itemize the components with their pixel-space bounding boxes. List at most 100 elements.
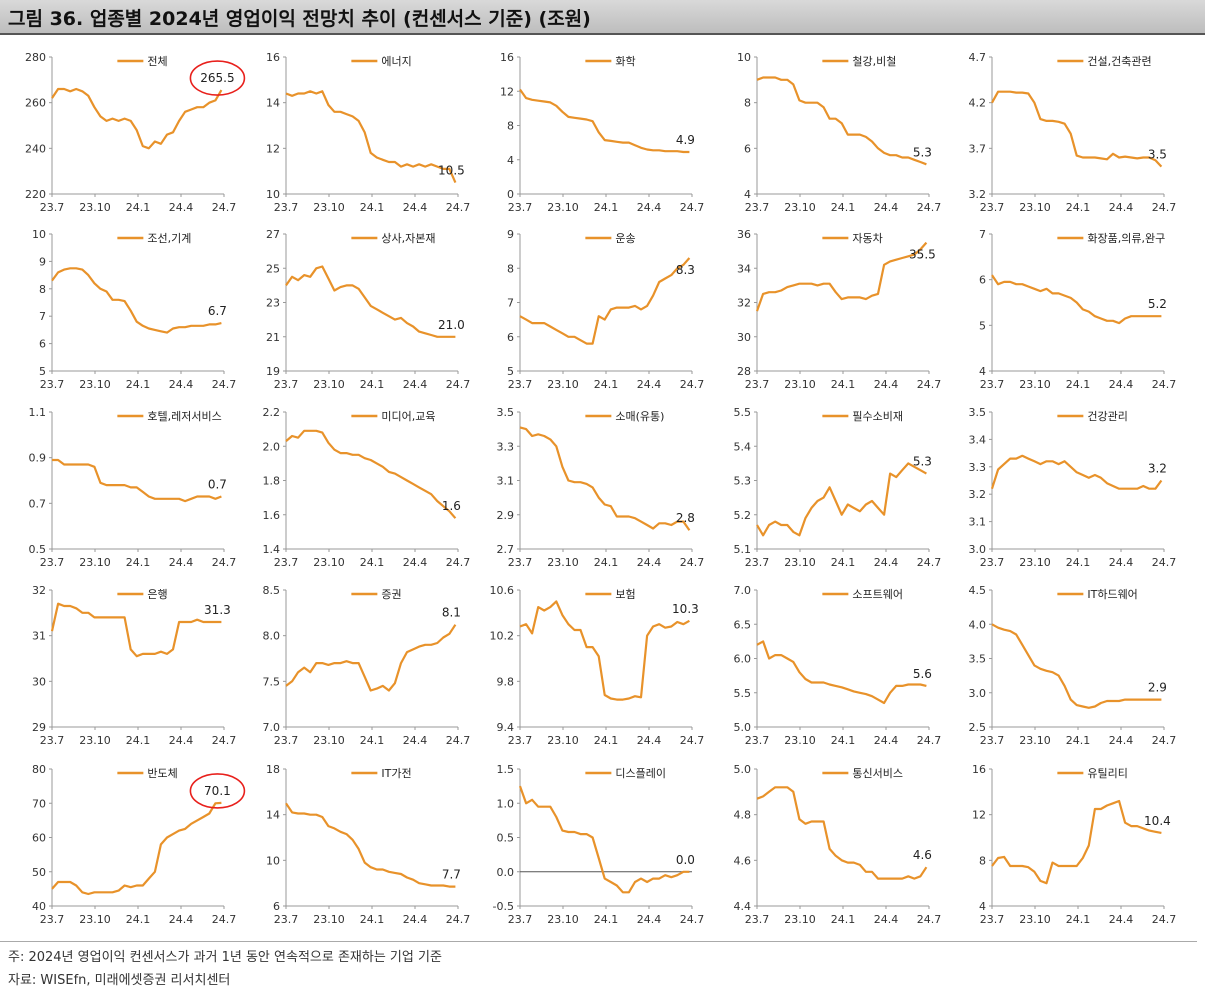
chart-15-y-tick-label: 3.2 [969,488,987,501]
chart-6-y-tick-label: 6 [39,338,46,351]
chart-6-x-tick-label: 24.4 [169,378,194,391]
chart-8-y-tick-label: 7 [507,297,514,310]
chart-15-legend-label: 건강관리 [1087,410,1127,423]
chart-11-y-tick-label: 0.9 [29,452,47,465]
chart-24-last-value-label: 4.6 [913,848,932,862]
chart-9-y-tick-label: 34 [737,262,751,275]
chart-19-y-tick-label: 5.5 [734,687,752,700]
chart-1-x-tick-label: 24.1 [126,201,151,214]
chart-18-series-line [519,600,690,701]
chart-3-last-value-label: 4.9 [676,133,695,147]
chart-16-last-value-label: 31.3 [204,603,231,617]
chart-11-y-tick-label: 1.1 [29,406,47,419]
chart-12-x-tick-label: 24.1 [360,556,385,569]
chart-3-series-line [519,88,690,154]
chart-24-x-tick-label: 23.10 [784,913,816,926]
chart-8-x-tick-label: 23.10 [547,378,579,391]
chart-13-x-tick-label: 24.4 [637,556,662,569]
chart-9-x-tick-label: 23.10 [784,378,816,391]
chart-25-series-line [991,799,1162,885]
chart-15-x-tick-label: 24.1 [1066,556,1091,569]
chart-1-series-line [51,87,223,150]
chart-2-y-tick-label: 12 [266,142,280,155]
chart-16-y-tick-label: 30 [32,675,46,688]
chart-3-y-tick-label: 8 [507,120,514,133]
chart-16-y-tick-label: 29 [32,721,46,734]
chart-13-y-tick-label: 3.3 [497,440,515,453]
chart-17-x-tick-label: 24.7 [446,734,471,747]
chart-2-y-tick-label: 10 [266,188,280,201]
chart-25-y-tick-label: 16 [972,763,986,776]
chart-15-y-tick-label: 3.5 [969,406,987,419]
chart-11-x-tick-label: 24.4 [169,556,194,569]
chart-7-last-value-label: 21.0 [438,318,465,332]
chart-23-last-value-label: 0.0 [676,853,695,867]
chart-20-x-tick-label: 23.7 [980,734,1005,747]
chart-11-x-tick-label: 24.7 [212,556,237,569]
chart-7-y-tick-label: 23 [266,297,280,310]
chart-24-x-tick-label: 24.1 [831,913,856,926]
chart-12-y-tick-label: 1.4 [263,543,281,556]
chart-22-x-tick-label: 24.7 [446,913,471,926]
chart-2-x-tick-label: 24.1 [360,201,385,214]
chart-4-last-value-label: 5.3 [913,145,932,159]
chart-20-legend-label: IT하드웨어 [1087,587,1137,601]
chart-4-series-line [756,76,927,166]
chart-11-legend-label: 호텔,레저서비스 [147,410,221,423]
chart-4-y-tick-label: 4 [744,188,751,201]
chart-23-y-tick-label: 0.0 [497,866,515,879]
chart-25-last-value-label: 10.4 [1144,814,1171,828]
chart-24-x-tick-label: 24.7 [917,913,942,926]
title-bar: 그림 36. 업종별 2024년 영업이익 전망치 추이 (컨센서스 기준) (… [0,0,1205,35]
chart-6-y-tick-label: 7 [39,310,46,323]
chart-4-x-tick-label: 24.7 [917,201,942,214]
chart-4-legend-label: 철강,비철 [852,55,896,68]
chart-8-x-tick-label: 23.7 [508,378,533,391]
chart-14-series-line [756,462,927,537]
chart-7-legend-label: 상사,자본재 [381,232,435,245]
chart-17-last-value-label: 8.1 [442,606,461,620]
chart-19-legend-label: 소프트웨어 [852,588,903,601]
chart-19-x-tick-label: 24.1 [831,734,856,747]
chart-16-x-tick-label: 24.7 [212,734,237,747]
chart-19-series-line [756,640,927,705]
chart-21-series-line [51,801,222,896]
chart-1-last-value-label: 265.5 [200,71,234,85]
chart-12-x-tick-label: 23.10 [313,556,345,569]
chart-22-last-value-label: 7.7 [442,868,461,882]
chart-17-x-tick-label: 24.4 [403,734,428,747]
chart-15-x-tick-label: 23.7 [980,556,1005,569]
chart-24-x-tick-label: 24.4 [874,913,899,926]
chart-4-x-tick-label: 24.1 [831,201,856,214]
chart-2-legend-label: 에너지 [381,55,411,68]
chart-2-x-tick-label: 23.10 [313,201,345,214]
chart-5-x-tick-label: 24.7 [1152,201,1177,214]
chart-9-x-tick-label: 23.7 [745,378,770,391]
chart-25-y-tick-label: 8 [979,854,986,867]
chart-13-x-tick-label: 24.1 [594,556,619,569]
chart-10-y-tick-label: 6 [979,274,986,287]
chart-1-x-tick-label: 23.10 [79,201,111,214]
chart-19-y-tick-label: 5.0 [734,721,752,734]
chart-18-y-tick-label: 10.2 [490,630,515,643]
chart-14-legend-label: 필수소비재 [852,410,903,423]
chart-11-y-tick-label: 0.5 [29,543,47,556]
chart-20-y-tick-label: 4.0 [969,618,987,631]
chart-8-y-tick-label: 8 [507,262,514,275]
chart-18-y-tick-label: 9.4 [497,721,515,734]
chart-13-legend-label: 소매(유통) [615,410,664,423]
chart-9-y-tick-label: 32 [737,297,751,310]
chart-13-y-tick-label: 2.9 [497,509,515,522]
chart-15-x-tick-label: 23.10 [1019,556,1051,569]
chart-11-x-tick-label: 23.10 [79,556,111,569]
chart-23-x-tick-label: 24.7 [680,913,705,926]
chart-18-x-tick-label: 23.10 [547,734,579,747]
chart-15-x-tick-label: 24.7 [1152,556,1177,569]
chart-25-x-tick-label: 24.4 [1109,913,1134,926]
chart-12-x-tick-label: 24.7 [446,556,471,569]
chart-7-y-tick-label: 21 [266,331,280,344]
chart-18-x-tick-label: 23.7 [508,734,533,747]
chart-21-y-tick-label: 50 [32,866,46,879]
chart-15-y-tick-label: 3.4 [969,433,987,446]
